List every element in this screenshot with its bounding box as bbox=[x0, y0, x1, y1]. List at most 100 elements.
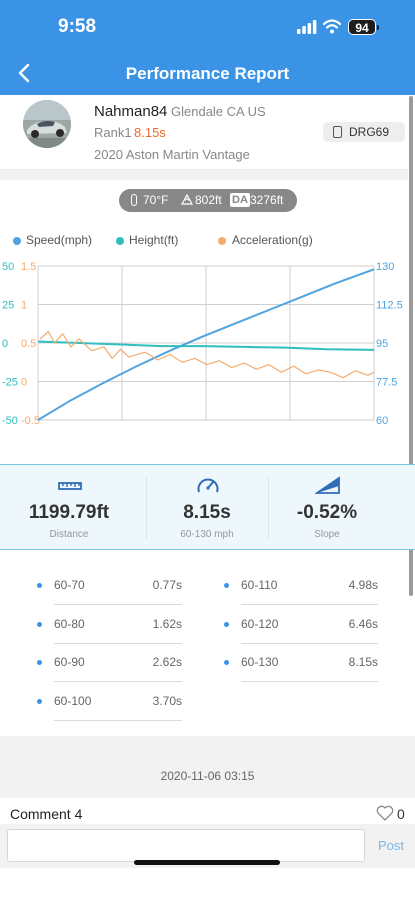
y-tick-speed: 112.5 bbox=[376, 300, 403, 312]
rank-time: 8.15s bbox=[134, 125, 166, 140]
heart-icon[interactable] bbox=[376, 805, 394, 821]
bullet-icon bbox=[224, 622, 229, 627]
series-line-height bbox=[37, 340, 375, 351]
y-tick-speed: 95 bbox=[376, 338, 388, 350]
bullet-icon bbox=[37, 622, 42, 627]
bullet-icon bbox=[224, 660, 229, 665]
divider bbox=[54, 720, 182, 721]
cellular-signal-icon bbox=[297, 20, 317, 34]
split-time: 6.46s bbox=[348, 617, 378, 631]
bullet-icon bbox=[37, 660, 42, 665]
y-tick-acceleration: 0 bbox=[21, 377, 27, 389]
stat-divider bbox=[268, 477, 269, 539]
battery-icon: 94 bbox=[348, 19, 379, 35]
stat-time-label: 60-130 mph bbox=[180, 529, 234, 540]
post-button[interactable]: Post bbox=[378, 838, 405, 853]
wifi-icon bbox=[323, 19, 341, 34]
altitude: 802ft bbox=[195, 193, 222, 207]
legend-dot-acceleration bbox=[218, 237, 226, 245]
series-line-speed bbox=[37, 268, 375, 421]
split-time: 2.62s bbox=[152, 655, 182, 669]
bullet-icon bbox=[37, 699, 42, 704]
legend-height: Height(ft) bbox=[129, 233, 179, 247]
status-bar: 9:58 94 bbox=[0, 0, 415, 52]
comment-bar: Comment 4 0 Post bbox=[0, 798, 415, 900]
stat-time-value: 8.15s bbox=[183, 502, 231, 523]
car-model: 2020 Aston Martin Vantage bbox=[94, 147, 250, 162]
split-range: 60-80 bbox=[54, 617, 85, 631]
y-tick-speed: 60 bbox=[376, 415, 388, 427]
y-tick-height: 0 bbox=[2, 338, 8, 350]
y-tick-height: -25 bbox=[2, 377, 18, 389]
stat-time: 8.15s 60-130 mph bbox=[138, 465, 276, 551]
car-photo bbox=[23, 100, 71, 148]
divider bbox=[241, 643, 378, 644]
split-time: 4.98s bbox=[348, 578, 378, 592]
temperature: 70°F bbox=[143, 193, 169, 207]
y-tick-acceleration: 1 bbox=[21, 300, 27, 312]
split-range: 60-100 bbox=[54, 694, 92, 708]
split-row: 60-120 6.46s bbox=[224, 606, 378, 644]
y-tick-height: 50 bbox=[2, 261, 14, 273]
legend-dot-height bbox=[116, 237, 124, 245]
split-range: 60-110 bbox=[241, 578, 278, 592]
split-range: 60-90 bbox=[54, 655, 85, 669]
divider bbox=[54, 643, 182, 644]
divider bbox=[54, 681, 182, 682]
split-row: 60-90 2.62s bbox=[37, 644, 182, 682]
split-time: 0.77s bbox=[152, 578, 182, 592]
density-altitude: 3276ft bbox=[250, 193, 284, 207]
y-tick-acceleration: 1.5 bbox=[21, 261, 36, 273]
split-row: 60-110 4.98s bbox=[224, 567, 378, 605]
stat-distance-label: Distance bbox=[49, 529, 89, 540]
stat-distance: 1199.79ft Distance bbox=[0, 465, 138, 551]
split-row: 60-70 0.77s bbox=[37, 567, 182, 605]
divider bbox=[241, 681, 378, 682]
rank-label: Rank1 bbox=[94, 125, 132, 140]
section-divider bbox=[0, 170, 408, 180]
bullet-icon bbox=[224, 583, 229, 588]
comment-input[interactable] bbox=[7, 829, 365, 862]
report-date: 2020-11-06 03:15 bbox=[160, 769, 255, 783]
split-row: 60-100 3.70s bbox=[37, 683, 182, 721]
device-name: DRG69 bbox=[349, 125, 390, 139]
home-indicator[interactable] bbox=[134, 860, 280, 865]
split-row: 60-80 1.62s bbox=[37, 606, 182, 644]
stat-divider bbox=[146, 477, 147, 539]
legend-dot-speed bbox=[13, 237, 21, 245]
split-range: 60-70 bbox=[54, 578, 85, 592]
ruler-icon bbox=[58, 482, 82, 490]
y-tick-acceleration: 0.5 bbox=[21, 338, 36, 350]
scrollbar[interactable] bbox=[409, 96, 413, 596]
username[interactable]: Nahman84 bbox=[94, 103, 168, 120]
speedometer-icon bbox=[197, 478, 219, 493]
device-badge: DRG69 bbox=[323, 122, 405, 142]
thermometer-icon bbox=[131, 194, 137, 206]
avatar[interactable] bbox=[23, 100, 71, 148]
conditions-pill: 70°F 802ft DA 3276ft bbox=[119, 189, 297, 212]
performance-chart-section: 70°F 802ft DA 3276ft Speed(mph) Height(f… bbox=[0, 180, 408, 464]
split-time: 1.62s bbox=[152, 617, 182, 631]
split-range: 60-120 bbox=[241, 617, 279, 631]
legend-acceleration: Acceleration(g) bbox=[232, 233, 313, 247]
back-chevron-icon[interactable] bbox=[14, 61, 36, 85]
y-tick-acceleration: -0.5 bbox=[21, 415, 40, 427]
stat-distance-value: 1199.79ft bbox=[28, 502, 110, 523]
series-line-acceleration bbox=[39, 330, 375, 379]
device-icon bbox=[333, 126, 342, 138]
slope-icon bbox=[315, 476, 340, 494]
divider bbox=[54, 604, 182, 605]
bullet-icon bbox=[37, 583, 42, 588]
y-tick-speed: 130 bbox=[376, 261, 394, 273]
stat-slope-label: Slope bbox=[314, 529, 340, 540]
status-time: 9:58 bbox=[58, 16, 97, 37]
divider bbox=[241, 604, 378, 605]
density-altitude-icon: DA bbox=[230, 193, 250, 207]
legend-speed: Speed(mph) bbox=[26, 233, 93, 247]
y-tick-height: 25 bbox=[2, 300, 14, 312]
like-count: 0 bbox=[397, 806, 405, 822]
split-times-list: 60-70 0.77s 60-110 4.98s 60-80 1.62s 60-… bbox=[0, 550, 408, 736]
y-tick-height: -50 bbox=[2, 415, 18, 427]
nav-bar: Performance Report bbox=[0, 52, 415, 95]
